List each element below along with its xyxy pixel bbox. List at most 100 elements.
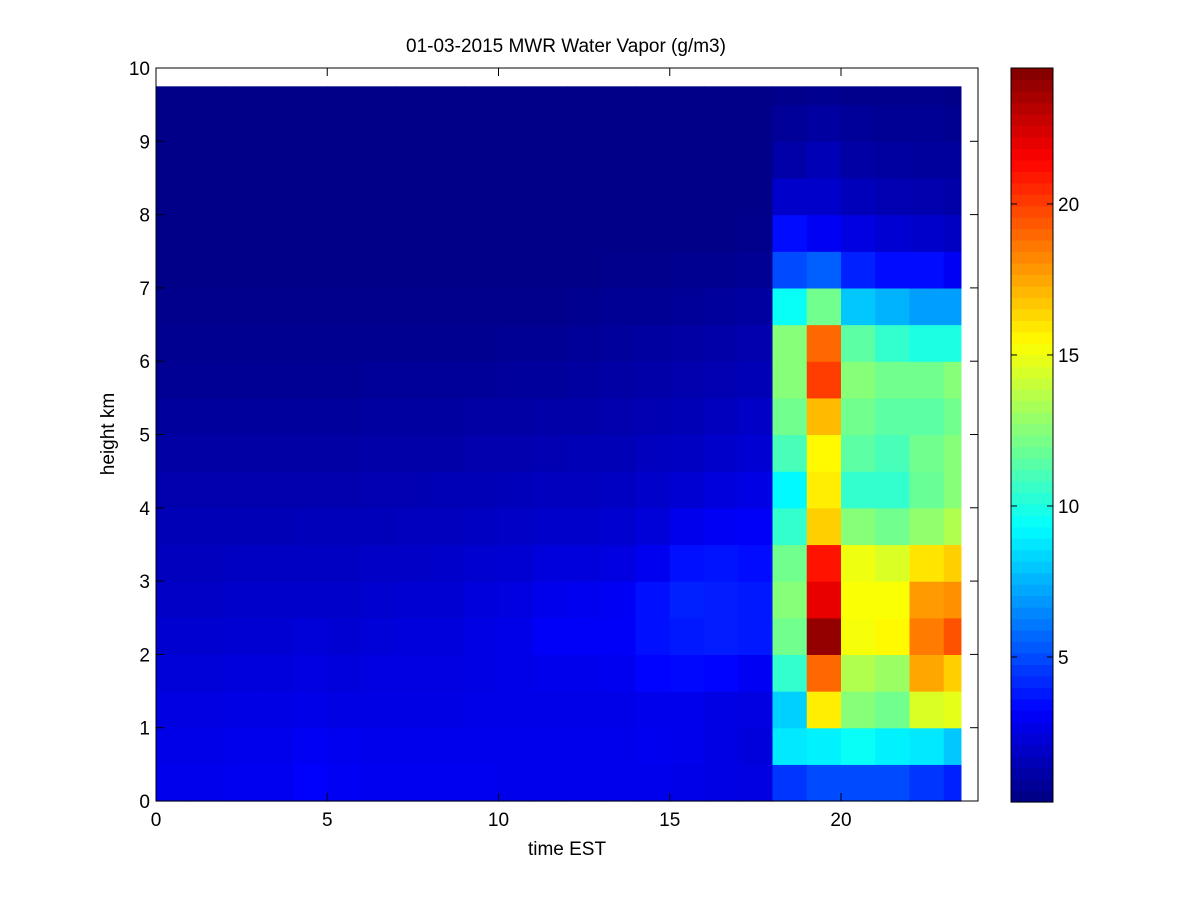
heatmap-cell [532, 727, 568, 765]
heatmap-cell [430, 507, 465, 546]
colorbar-band [1011, 607, 1053, 620]
heatmap-cell [601, 764, 637, 802]
heatmap-cell [635, 581, 671, 619]
heatmap-cell [635, 691, 671, 729]
heatmap-cell [327, 86, 363, 106]
colorbar-band [1011, 503, 1053, 516]
colorbar-band [1011, 182, 1053, 195]
heatmap-cell [772, 251, 808, 289]
heatmap-cell [669, 764, 705, 802]
heatmap-cell [875, 361, 911, 399]
heatmap-cell [293, 544, 328, 582]
colorbar-band [1011, 675, 1053, 688]
heatmap-cell [567, 397, 602, 436]
heatmap-cell [943, 581, 962, 619]
heatmap-cell [464, 86, 500, 106]
y-tick-label: 8 [139, 206, 150, 227]
heatmap-cell [669, 214, 705, 252]
heatmap-cell [430, 251, 465, 289]
heatmap-cell [704, 251, 739, 289]
heatmap-cell [669, 397, 705, 436]
heatmap-cell [841, 287, 876, 326]
heatmap-cell [669, 104, 705, 142]
heatmap-cell [567, 727, 602, 765]
heatmap-cell [669, 86, 705, 106]
heatmap-cell [772, 471, 808, 509]
heatmap-cell [772, 764, 808, 802]
heatmap-cell [704, 141, 739, 179]
heatmap-cell [704, 654, 739, 692]
colorbar-band [1011, 744, 1053, 757]
chart-title: 01-03-2015 MWR Water Vapor (g/m3) [406, 36, 726, 57]
heatmap-cell [190, 86, 226, 106]
colorbar-band [1011, 756, 1053, 769]
heatmap-cell [156, 104, 191, 142]
heatmap-cell [806, 86, 842, 106]
heatmap-cell [567, 287, 602, 326]
colorbar-band [1011, 435, 1053, 448]
heatmap-cell [464, 507, 500, 546]
y-tick-label: 1 [139, 719, 150, 740]
heatmap-cell [224, 324, 260, 362]
heatmap-cell [806, 764, 842, 802]
colorbar-band [1011, 251, 1053, 264]
heatmap-cell [841, 434, 876, 472]
heatmap-cell [395, 764, 431, 802]
heatmap-cell [875, 581, 911, 619]
heatmap-cell [464, 544, 500, 582]
heatmap-cell [772, 177, 808, 216]
heatmap-cell [430, 324, 465, 362]
y-tick-label: 6 [139, 352, 150, 373]
heatmap-cell [875, 544, 911, 582]
heatmap-cell [258, 397, 294, 436]
heatmap-cell [806, 654, 842, 692]
heatmap-cell [190, 214, 226, 252]
heatmap-cell [532, 507, 568, 546]
heatmap-cell [806, 434, 842, 472]
heatmap-cell [601, 617, 637, 655]
heatmap-cell [224, 764, 260, 802]
heatmap-cell [635, 251, 671, 289]
heatmap-cell [258, 727, 294, 765]
heatmap-cell [532, 691, 568, 729]
heatmap-cell [841, 544, 876, 582]
heatmap-cell [258, 251, 294, 289]
heatmap-cell [190, 581, 226, 619]
heatmap-cell [806, 691, 842, 729]
heatmap-cell [224, 434, 260, 472]
colorbar-band [1011, 629, 1053, 643]
colorbar-band [1011, 400, 1053, 413]
heatmap-cell [395, 617, 431, 655]
heatmap-cell [601, 177, 637, 216]
heatmap-cell [669, 324, 705, 362]
heatmap-cell [464, 471, 500, 509]
heatmap-cell [772, 727, 808, 765]
heatmap-cell [532, 324, 568, 362]
heatmap-cell [430, 287, 465, 326]
colorbar-band [1011, 331, 1053, 344]
heatmap-cell [806, 727, 842, 765]
heatmap-cell [361, 324, 397, 362]
heatmap-cell [772, 434, 808, 472]
heatmap-cell [156, 251, 191, 289]
heatmap-cell [224, 251, 260, 289]
heatmap-cell [943, 654, 962, 692]
heatmap-cell [224, 287, 260, 326]
heatmap-cell [498, 287, 534, 326]
colorbar-band [1011, 194, 1053, 207]
heatmap-cell [224, 214, 260, 252]
colorbar-band [1011, 561, 1053, 574]
colorbar-band [1011, 90, 1053, 104]
heatmap-cell [635, 214, 671, 252]
heatmap-cell [430, 544, 465, 582]
heatmap-cell [361, 141, 397, 179]
heatmap-cell [704, 691, 739, 729]
colorbar-band [1011, 102, 1053, 115]
heatmap-cell [806, 251, 842, 289]
heatmap-cell [601, 361, 637, 399]
heatmap-cell [156, 177, 191, 216]
heatmap-cell [669, 544, 705, 582]
heatmap-cell [293, 86, 328, 106]
heatmap-cell [738, 691, 774, 729]
heatmap-cell [567, 544, 602, 582]
